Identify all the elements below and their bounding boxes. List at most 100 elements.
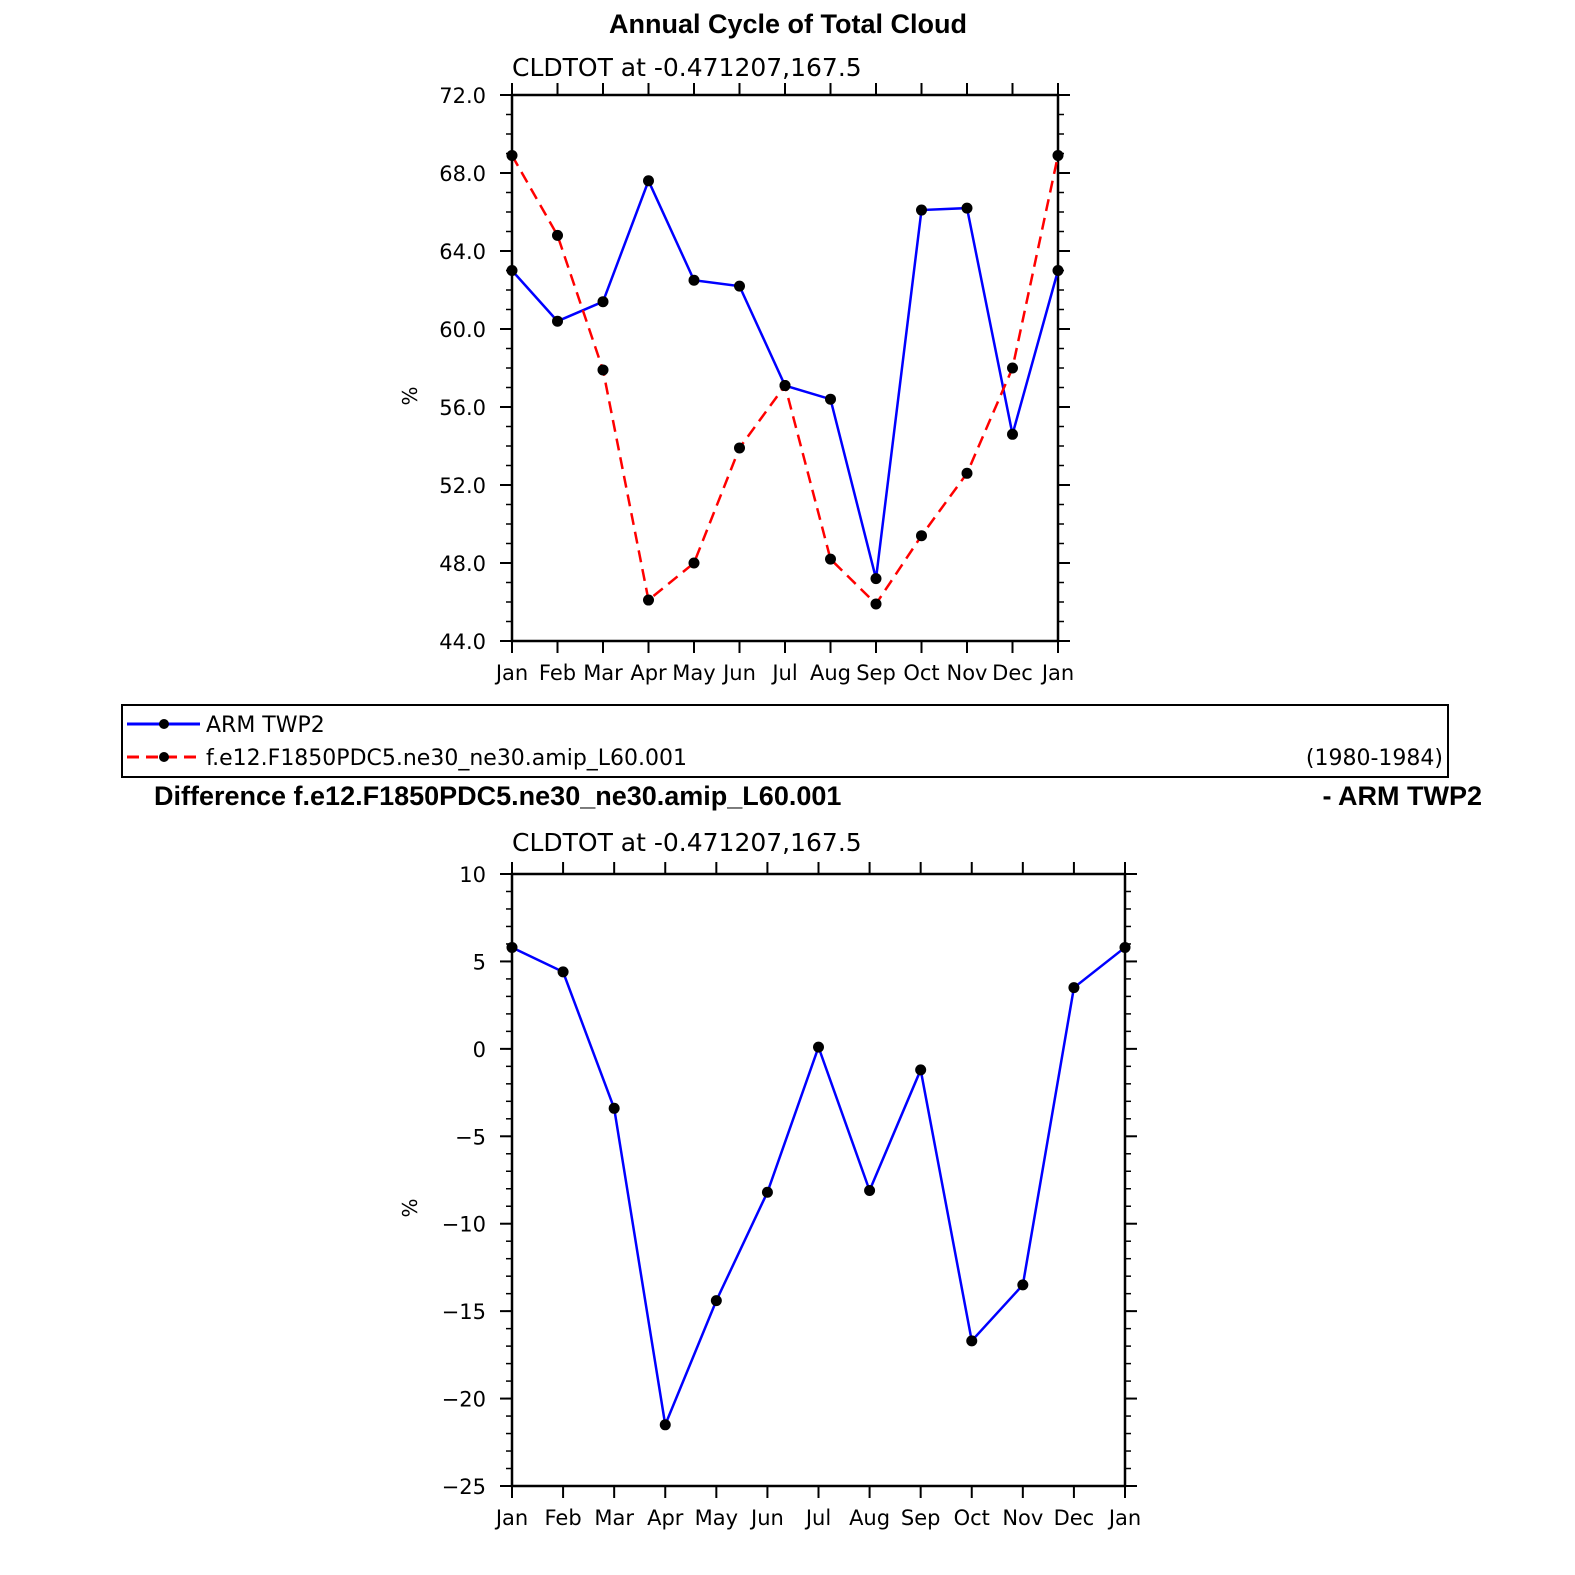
chart1-ytick-label: 60.0 — [439, 318, 486, 342]
chart2-title-right: - ARM TWP2 — [1323, 781, 1482, 811]
chart2-xtick-label: Jan — [1107, 1506, 1141, 1530]
chart1-ytick-label: 56.0 — [439, 396, 486, 420]
chart1-series-1-point — [688, 557, 700, 569]
chart2-ytick-label: 0 — [473, 1038, 486, 1062]
chart1-series-0-point — [961, 202, 973, 214]
chart2-series-0-point — [710, 1295, 722, 1307]
chart1-series-0-point — [597, 296, 609, 308]
chart1-ytick-label: 64.0 — [439, 240, 486, 264]
chart2-xtick-label: Aug — [849, 1506, 890, 1530]
chart1-series-0-point — [1007, 428, 1018, 440]
chart2-xtick-label: Jul — [804, 1506, 831, 1530]
chart2-ytick-label: −10 — [442, 1213, 486, 1237]
chart2-series-0-point — [1119, 941, 1131, 953]
chart2-series-line-0 — [511, 946, 1126, 1430]
chart1-frame — [510, 93, 1060, 643]
chart2-subtitle: CLDTOT at -0.471207,167.5 — [512, 828, 862, 857]
legend-period: (1980-1984) — [1306, 746, 1443, 771]
chart1-xtick-label: Dec — [992, 661, 1033, 685]
chart1-plot: 72.0 68.0 64.0 60.0 56.0 52.0 48.0 44.0 Jan Feb Ma… — [398, 83, 1074, 685]
chart2-series-0-point — [1017, 1279, 1029, 1291]
chart2-ytick-label: −25 — [442, 1475, 486, 1499]
chart2-xtick-label: Oct — [954, 1506, 990, 1530]
legend-box — [121, 704, 1449, 778]
chart1-subtitle: CLDTOT at -0.471207,167.5 — [512, 53, 862, 82]
chart1-series-1-point — [597, 364, 609, 376]
chart2-ytick-label: −15 — [442, 1300, 486, 1324]
chart1-xtick-label: Oct — [903, 661, 939, 685]
chart1-series-1-point — [870, 598, 882, 610]
chart1-xtick-label: Nov — [947, 661, 988, 685]
chart1-series-0-point — [870, 573, 882, 585]
legend: ARM TWP2 f.e12.F1850PDC5.ne30_ne30.amip_… — [121, 704, 1449, 778]
chart2-xtick-label: Dec — [1054, 1506, 1095, 1530]
chart1-series-1-point — [552, 229, 563, 241]
chart1-series-line-1 — [510, 154, 1060, 606]
chart2-ytick-label: −5 — [455, 1125, 486, 1149]
chart2-xtick-label: Jan — [494, 1506, 528, 1530]
chart1-xtick-label: Mar — [583, 661, 623, 685]
chart2-series-0-point — [608, 1102, 620, 1114]
chart2-ylabel: % — [398, 1198, 422, 1217]
chart2-ytick-label: −20 — [442, 1388, 486, 1412]
chart2-series-0-point — [864, 1184, 876, 1196]
chart2-ytick-label: 10 — [459, 863, 486, 887]
legend-label-model: f.e12.F1850PDC5.ne30_ne30.amip_L60.001 — [206, 746, 687, 771]
chart1-series-1-point — [825, 553, 836, 565]
chart2-title: Difference f.e12.F1850PDC5.ne30_ne30.ami… — [154, 781, 841, 811]
chart1-xtick-label: Aug — [810, 661, 851, 685]
chart2-series-0-point — [813, 1041, 824, 1053]
chart2-xtick-label: Mar — [594, 1506, 634, 1530]
chart1-series-0-point — [643, 175, 654, 187]
chart2-xtick-label: May — [695, 1506, 738, 1530]
chart1-series-line-0 — [511, 177, 1060, 579]
chart1-series-0-point — [552, 315, 563, 327]
chart1-xtick-label: Jan — [494, 661, 528, 685]
chart1-series-0-point — [506, 265, 518, 276]
chart1-series-1-point — [1052, 149, 1064, 161]
chart2-series-0-point — [1068, 982, 1080, 994]
chart1-ytick-label: 68.0 — [439, 162, 486, 186]
legend-marker-model — [159, 752, 169, 762]
chart1-ytick-label: 52.0 — [439, 474, 486, 498]
chart1-title: Annual Cycle of Total Cloud — [609, 9, 967, 39]
chart1-ytick-label: 48.0 — [439, 552, 486, 576]
chart1-series-0-point — [688, 274, 700, 286]
chart1-ytick-label: 44.0 — [439, 630, 486, 654]
chart2-series-0-point — [557, 966, 569, 978]
chart1-xtick-label: Feb — [539, 661, 576, 685]
chart1-series-1-point — [506, 149, 518, 161]
legend-label-arm: ARM TWP2 — [206, 713, 325, 738]
chart1-series-1-point — [916, 530, 927, 542]
chart1-series-0-point — [1052, 265, 1064, 276]
chart2-ytick-label: 5 — [473, 950, 486, 974]
chart1-series-0-point — [916, 204, 927, 216]
chart2-frame — [510, 872, 1127, 1488]
chart2-series-0-point — [506, 941, 518, 953]
chart1-xtick-label: Sep — [856, 661, 896, 685]
chart2-series-0-point — [915, 1064, 927, 1076]
chart1-series-0-point — [734, 280, 745, 292]
chart1-series-1-point — [734, 442, 745, 454]
chart2-series-0-point — [659, 1419, 671, 1431]
chart1-xtick-label: Jan — [1040, 661, 1074, 685]
chart2-xtick-label: Sep — [901, 1506, 941, 1530]
chart2-xtick-label: Jun — [749, 1506, 784, 1530]
chart2-xtick-label: Feb — [544, 1506, 581, 1530]
chart2-xtick-label: Apr — [647, 1506, 684, 1530]
legend-marker-arm — [159, 719, 169, 729]
chart1-xtick-label: Jun — [721, 661, 756, 685]
chart1-xtick-label: May — [672, 661, 715, 685]
chart1-series-1-point — [961, 467, 973, 479]
chart1-xtick-label: Apr — [630, 661, 667, 685]
chart1-ytick-label: 72.0 — [439, 84, 486, 108]
chart2-series-0-point — [761, 1186, 773, 1198]
chart2-series-0-point — [966, 1335, 978, 1347]
chart1-series-0-point — [825, 393, 836, 405]
chart2-plot: 10 5 0 −5 −10 −15 −20 −25 Jan Feb Mar Apr May Jun Jul A… — [398, 862, 1141, 1530]
chart1-series-1-point — [1007, 362, 1018, 374]
chart2-xtick-label: Nov — [1002, 1506, 1043, 1530]
chart1-ylabel: % — [398, 386, 422, 405]
chart1-series-1-point — [779, 380, 791, 392]
